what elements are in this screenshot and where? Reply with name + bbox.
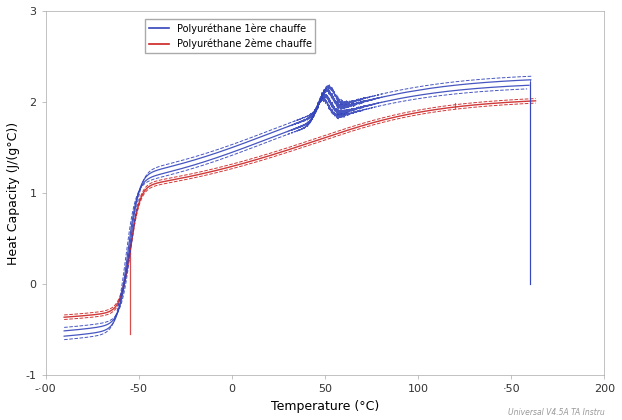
Y-axis label: Heat Capacity (J/(g°C)): Heat Capacity (J/(g°C)): [7, 121, 20, 265]
X-axis label: Temperature (°C): Temperature (°C): [271, 399, 379, 412]
Text: Universal V4.5A TA Instru: Universal V4.5A TA Instru: [508, 408, 605, 417]
Legend: Polyuréthane 1ère chauffe, Polyuréthane 2ème chauffe: Polyuréthane 1ère chauffe, Polyuréthane …: [146, 19, 315, 53]
